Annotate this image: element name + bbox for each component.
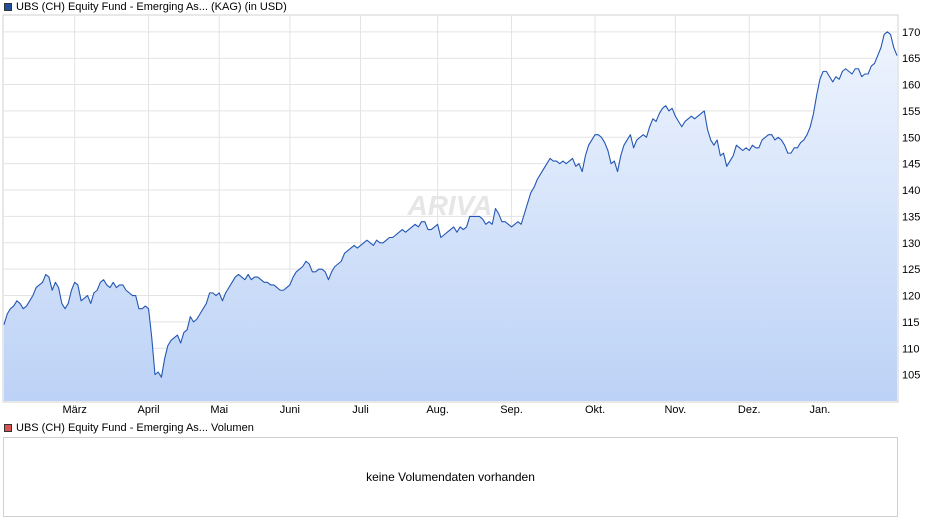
price-legend-swatch bbox=[4, 3, 12, 11]
x-tick-label: März bbox=[62, 404, 86, 416]
y-tick-label: 160 bbox=[902, 80, 920, 92]
x-tick-label: Sep. bbox=[500, 404, 523, 416]
x-tick-label: April bbox=[138, 404, 160, 416]
y-axis-labels: 105 110 115 120 125 130 135 140 145 150 155 160 165 1… bbox=[902, 27, 920, 382]
x-tick-label: Jan. bbox=[810, 404, 831, 416]
x-axis-labels: März April Mai Juni Juli Aug. Sep. Okt. Nov. Dez.… bbox=[62, 404, 830, 416]
volume-legend-swatch bbox=[4, 424, 12, 432]
price-series-line bbox=[3, 31, 898, 378]
y-tick-label: 170 bbox=[902, 27, 920, 39]
y-tick-label: 105 bbox=[902, 370, 920, 382]
y-tick-label: 120 bbox=[902, 291, 920, 303]
price-legend: UBS (CH) Equity Fund - Emerging As... (K… bbox=[4, 0, 287, 14]
y-tick-label: 155 bbox=[902, 106, 920, 118]
y-tick-label: 115 bbox=[902, 317, 920, 329]
volume-legend: UBS (CH) Equity Fund - Emerging As... Vo… bbox=[4, 421, 254, 435]
y-tick-label: 150 bbox=[902, 132, 920, 144]
x-tick-label: Nov. bbox=[664, 404, 686, 416]
volume-panel: keine Volumendaten vorhanden bbox=[3, 437, 898, 517]
x-tick-label: Aug. bbox=[426, 404, 449, 416]
price-chart: ARIVA 1051101151201251301351401451501551… bbox=[2, 14, 920, 416]
y-tick-label: 130 bbox=[902, 238, 920, 250]
chart-watermark: ARIVA bbox=[406, 190, 492, 221]
x-tick-label: Okt. bbox=[585, 404, 605, 416]
x-tick-label: Juli bbox=[352, 404, 369, 416]
y-tick-label: 110 bbox=[902, 343, 920, 355]
x-tick-label: Juni bbox=[280, 404, 300, 416]
y-tick-label: 125 bbox=[902, 264, 920, 276]
y-tick-label: 140 bbox=[902, 185, 920, 197]
y-tick-label: 145 bbox=[902, 159, 920, 171]
x-tick-label: Mai bbox=[210, 404, 228, 416]
no-volume-message: keine Volumendaten vorhanden bbox=[366, 470, 535, 484]
price-area-fill bbox=[4, 31, 897, 401]
price-legend-label: UBS (CH) Equity Fund - Emerging As... (K… bbox=[16, 1, 287, 13]
x-tick-label: Dez. bbox=[738, 404, 761, 416]
y-tick-label: 135 bbox=[902, 211, 920, 223]
y-tick-label: 165 bbox=[902, 53, 920, 65]
volume-legend-label: UBS (CH) Equity Fund - Emerging As... Vo… bbox=[16, 422, 254, 434]
